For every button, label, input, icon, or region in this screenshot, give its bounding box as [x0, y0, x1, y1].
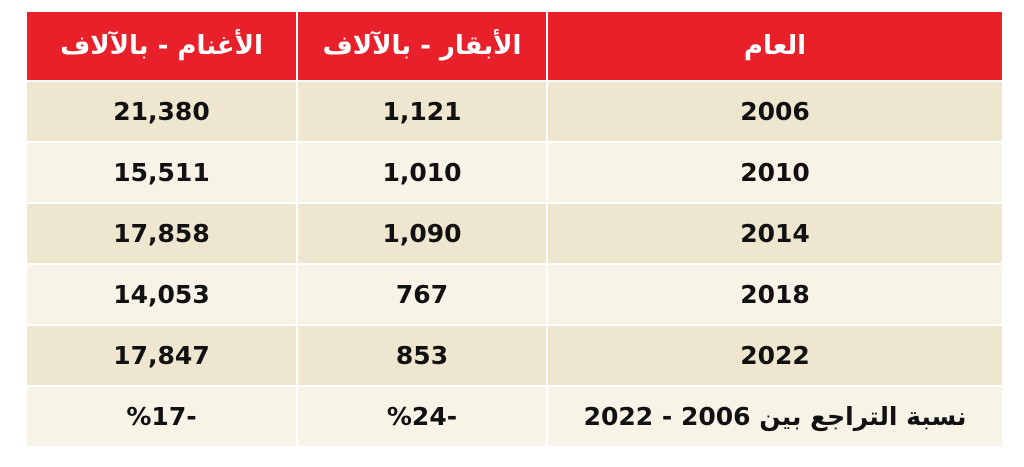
table-row: نسبة التراجع بين 2006 - 2022 -%24 -%17 [25, 385, 1004, 448]
header-row: العام الأبقار - بالآلاف الأغنام - بالآلاف [25, 10, 1004, 82]
table-cell: 2022 [546, 324, 1004, 387]
header-cell: الأغنام - بالآلاف [25, 10, 298, 82]
table-cell: 2018 [546, 263, 1004, 326]
table-row: 2014 1,090 17,858 [25, 202, 1004, 265]
table-cell: 767 [296, 263, 548, 326]
header-cell: الأبقار - بالآلاف [296, 10, 548, 82]
table-cell: 1,010 [296, 141, 548, 204]
table-cell: 17,847 [25, 324, 298, 387]
table-row: 2022 853 17,847 [25, 324, 1004, 387]
data-table: العام الأبقار - بالآلاف الأغنام - بالآلاف … [25, 10, 1004, 448]
header-cell: العام [546, 10, 1004, 82]
table-cell: 17,858 [25, 202, 298, 265]
table-cell: 1,121 [296, 80, 548, 143]
table-cell: 853 [296, 324, 548, 387]
table-row: 2018 767 14,053 [25, 263, 1004, 326]
table-cell: نسبة التراجع بين 2006 - 2022 [546, 385, 1004, 448]
table-cell: 14,053 [25, 263, 298, 326]
table-row: 2010 1,010 15,511 [25, 141, 1004, 204]
table-cell: -%24 [296, 385, 548, 448]
table-cell: 1,090 [296, 202, 548, 265]
table-cell: 2010 [546, 141, 1004, 204]
table-cell: 2014 [546, 202, 1004, 265]
table-cell: 21,380 [25, 80, 298, 143]
table-cell: 15,511 [25, 141, 298, 204]
table-cell: 2006 [546, 80, 1004, 143]
table-cell: -%17 [25, 385, 298, 448]
table-row: 2006 1,121 21,380 [25, 80, 1004, 143]
